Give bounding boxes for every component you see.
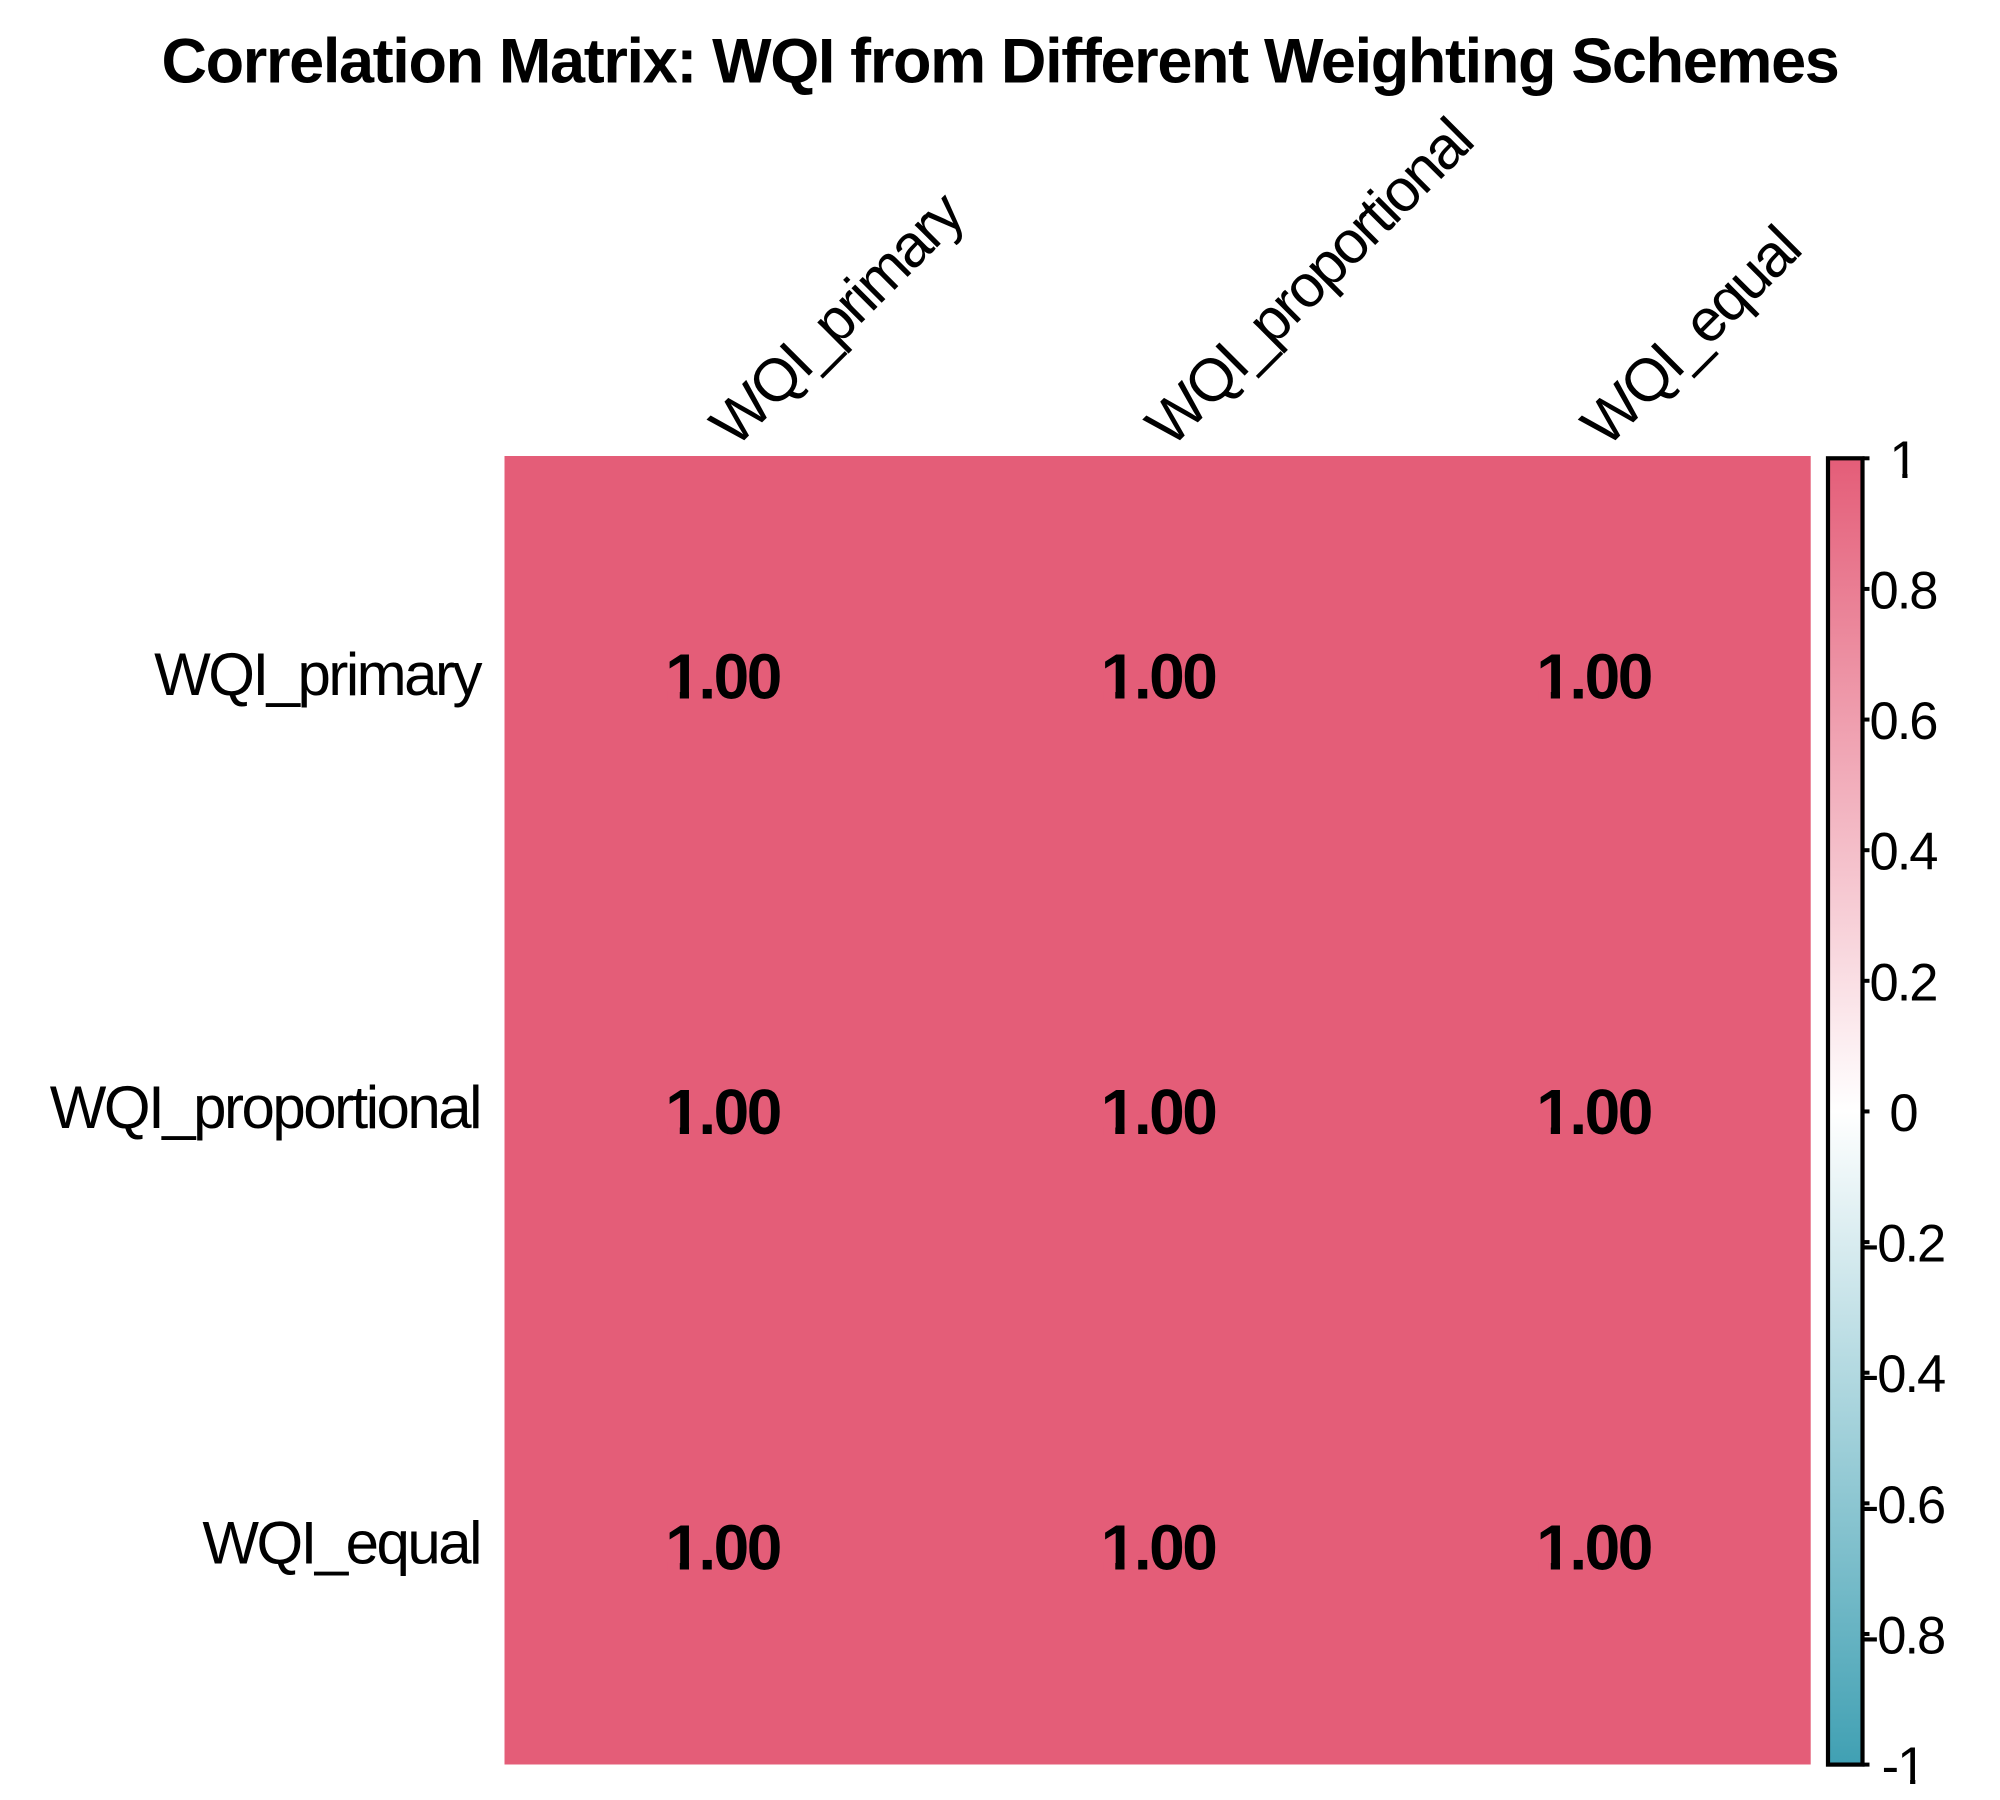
svg-text:-0.6: -0.6	[1862, 1476, 1944, 1535]
svg-text:-0.2: -0.2	[1862, 1215, 1944, 1274]
svg-text:1.00: 1.00	[1536, 641, 1651, 713]
svg-text:1.00: 1.00	[1101, 1512, 1216, 1584]
svg-text:-0.8: -0.8	[1862, 1607, 1944, 1666]
svg-text:WQI_proportional: WQI_proportional	[50, 1074, 480, 1141]
svg-text:0.8: 0.8	[1870, 561, 1937, 620]
svg-text:1.00: 1.00	[1101, 641, 1216, 713]
svg-text:1.00: 1.00	[1536, 1076, 1651, 1148]
svg-text:-1: -1	[1882, 1737, 1925, 1796]
svg-text:-0.4: -0.4	[1862, 1345, 1945, 1404]
svg-text:1.00: 1.00	[665, 1512, 780, 1584]
svg-text:1.00: 1.00	[1536, 1512, 1651, 1584]
svg-text:WQI_primary: WQI_primary	[154, 641, 482, 708]
svg-text:WQI_equal: WQI_equal	[202, 1510, 480, 1577]
svg-text:1.00: 1.00	[1101, 1076, 1216, 1148]
svg-text:0: 0	[1889, 1084, 1917, 1143]
svg-text:1: 1	[1889, 431, 1916, 490]
svg-text:1.00: 1.00	[665, 1076, 780, 1148]
svg-text:Correlation Matrix: WQI from D: Correlation Matrix: WQI from Different W…	[162, 27, 1839, 97]
svg-text:0.2: 0.2	[1870, 953, 1937, 1012]
svg-text:1.00: 1.00	[665, 641, 780, 713]
svg-text:0.6: 0.6	[1870, 692, 1937, 751]
svg-text:0.4: 0.4	[1870, 823, 1938, 882]
